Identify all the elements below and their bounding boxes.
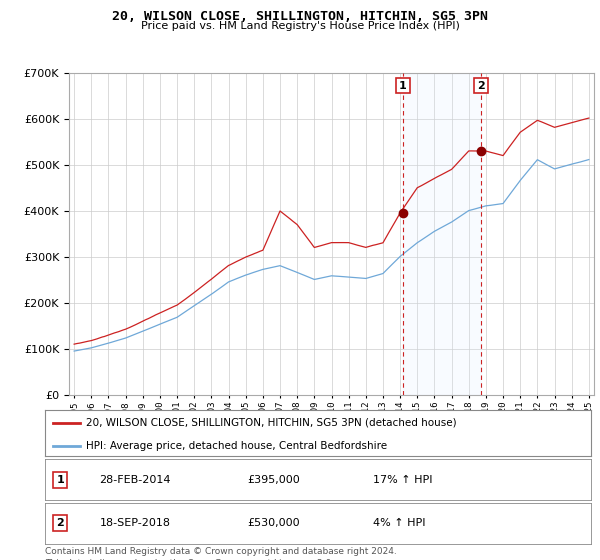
Text: 20, WILSON CLOSE, SHILLINGTON, HITCHIN, SG5 3PN: 20, WILSON CLOSE, SHILLINGTON, HITCHIN, …	[112, 10, 488, 22]
Text: Contains HM Land Registry data © Crown copyright and database right 2024.
This d: Contains HM Land Registry data © Crown c…	[45, 547, 397, 560]
Text: 2: 2	[477, 81, 485, 91]
Text: 2: 2	[56, 519, 64, 528]
Text: 17% ↑ HPI: 17% ↑ HPI	[373, 475, 432, 484]
Text: 1: 1	[399, 81, 407, 91]
Text: £530,000: £530,000	[247, 519, 299, 528]
Text: Price paid vs. HM Land Registry's House Price Index (HPI): Price paid vs. HM Land Registry's House …	[140, 21, 460, 31]
Bar	[403, 73, 481, 395]
Text: HPI: Average price, detached house, Central Bedfordshire: HPI: Average price, detached house, Cent…	[86, 441, 387, 451]
Text: 18-SEP-2018: 18-SEP-2018	[100, 519, 170, 528]
Text: 4% ↑ HPI: 4% ↑ HPI	[373, 519, 425, 528]
Text: 1: 1	[56, 475, 64, 484]
Text: £395,000: £395,000	[247, 475, 300, 484]
Text: 20, WILSON CLOSE, SHILLINGTON, HITCHIN, SG5 3PN (detached house): 20, WILSON CLOSE, SHILLINGTON, HITCHIN, …	[86, 418, 457, 428]
Text: 28-FEB-2014: 28-FEB-2014	[100, 475, 171, 484]
